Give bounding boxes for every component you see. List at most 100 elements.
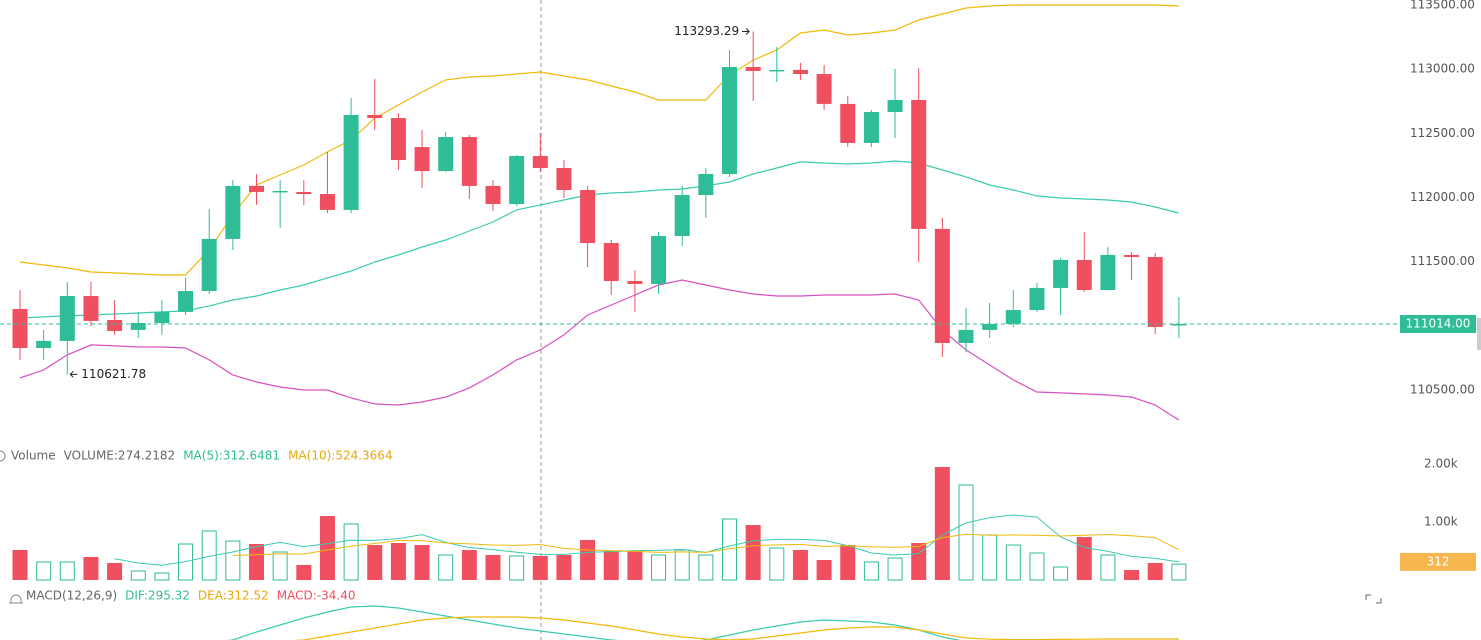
volume-bar [461,550,477,580]
y-tick-label: 111500.00 [1410,254,1475,268]
bollinger-line [19,160,1179,319]
pane-header-item: MA(10):524.3664 [288,449,393,463]
volume-ma-line [232,533,1180,556]
price-plot [12,4,1187,421]
volume-last-box [1400,552,1476,571]
volume-bar [272,551,288,581]
y-tick-label: 1.00k [1424,515,1458,529]
volume-bar [1076,537,1092,580]
pane-header-item: MACD(12,26,9) [26,589,117,603]
candle-body [1100,254,1116,290]
last-price-box [1400,314,1476,333]
candle-body [36,340,52,348]
candle-body [343,114,359,210]
candle-body [911,99,927,229]
candle-body [580,190,596,244]
volume-icon[interactable] [0,450,6,462]
candle-body [201,238,217,292]
y-tick-label: 110500.00 [1410,382,1475,396]
volume-bar [674,549,690,581]
y-tick-label: 112500.00 [1410,126,1475,140]
candle-body [982,323,998,330]
volume-bar [225,540,241,581]
volume-bar [83,556,99,580]
pane-header-item: MACD:-34.40 [277,589,356,603]
macd-line [291,616,1179,640]
candle-body [556,167,572,191]
volume-bar [1005,544,1021,581]
alert-icon[interactable] [9,594,23,604]
candle-body [130,322,146,330]
volume-bar [792,550,808,580]
volume-bar [249,543,264,580]
candle-body [863,112,879,143]
volume-bar [698,554,714,581]
candle-body [1147,257,1163,327]
candle-body [745,66,761,71]
candle-body [461,137,477,186]
volume-bar [12,550,28,580]
volume-bar [1124,570,1140,580]
candle-body [296,191,312,195]
candle-body [958,329,974,343]
candle-body [887,99,903,113]
candle-body [1029,287,1045,311]
candle-body [1053,259,1069,288]
candle-body [1171,323,1187,326]
candle-body [107,320,123,331]
volume-bar [1053,566,1069,581]
volume-bar [1100,554,1116,581]
volume-bar [59,561,75,581]
candle-body [225,185,241,239]
candle-body [178,291,194,312]
volume-bar [1147,563,1163,580]
macd-plot [226,605,1179,640]
y-tick-label: 113500.00 [1410,0,1475,12]
volume-bar [1171,563,1187,581]
volume-bar [1029,552,1045,581]
candle-body [651,235,667,284]
bollinger-line [19,279,1180,421]
volume-bar [343,523,359,581]
volume-bar [485,555,501,580]
candle-body [249,185,264,192]
volume-bar [887,557,903,581]
pane-header-item: Volume [11,449,56,463]
pane-header-item: DIF:295.32 [125,589,190,603]
candle-body [438,137,454,172]
volume-ma-line [114,514,1179,566]
y-tick-label: 113000.00 [1410,62,1475,76]
volume-bar [130,570,146,581]
candle-body [12,308,28,348]
candle-body [698,173,714,196]
volume-bar [367,545,383,580]
volume-bar [863,561,879,581]
pane-header-item: DEA:312.52 [198,589,269,603]
candle-body [816,74,832,104]
y-tick-label: 2.00k [1424,457,1458,471]
candle-body [509,156,525,205]
candle-body [627,281,643,284]
volume-bar [390,543,406,580]
candle-body [485,185,501,205]
volume-bar [603,551,619,580]
expand-icon[interactable] [1365,594,1382,604]
pane-header-item: VOLUME:274.2182 [64,449,176,463]
volume-bar [958,484,974,581]
volume-bar [154,572,170,581]
candle-body [722,66,737,174]
volume-bar [556,555,572,580]
candle-body [792,69,808,75]
candle-body [1005,310,1021,324]
volume-bar [911,543,927,580]
candle-body [414,147,430,172]
scroll-handle[interactable] [1477,318,1481,350]
volume-bar [296,564,312,580]
y-tick-label: 112000.00 [1410,190,1475,204]
candle-body [603,243,619,282]
volume-bar [319,516,335,580]
volume-bar [438,554,454,581]
pane-header-item: MA(5):312.6481 [183,449,280,463]
